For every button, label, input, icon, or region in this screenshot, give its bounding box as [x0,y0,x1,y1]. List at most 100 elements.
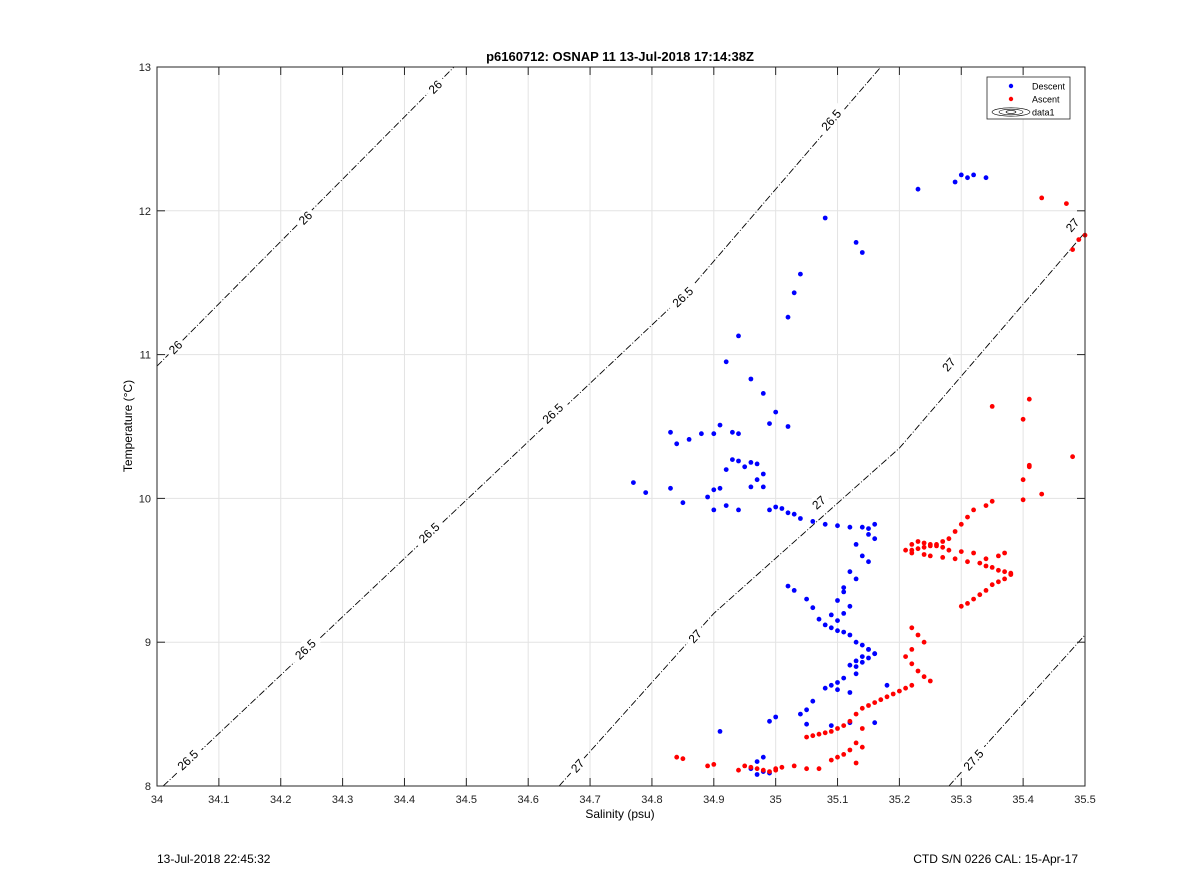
ascent-data-point [853,711,859,717]
ascent-data-point [1064,201,1069,207]
ascent-data-point [1076,237,1082,243]
descent-data-point [866,647,871,652]
grid-lines [156,66,1086,787]
descent-data-point [723,359,729,365]
descent-data-point [847,524,853,530]
descent-data-point [686,437,692,442]
contour-label-bg [806,490,830,514]
descent-data-point [785,314,791,320]
ascent-data-point [1020,497,1026,503]
descent-data-point [643,490,649,495]
contour-label-bg [814,102,847,137]
ascent-data-point [952,529,958,534]
ascent-data-point [822,730,828,736]
ascent-data-point [773,767,779,773]
y-axis-label: Temperature (°C) [121,380,135,472]
descent-data-point [835,618,840,623]
descent-data-point [866,526,871,531]
descent-data-point [853,542,859,547]
contour-label-group: 26.5 [170,742,204,776]
ascent-data-point [971,507,976,513]
descent-data-point [859,659,865,665]
descent-data-point [828,723,834,728]
ascent-data-point [705,763,710,769]
ascent-data-point [989,404,995,409]
descent-data-point [822,622,828,628]
footer-ctd-info: CTD S/N 0226 CAL: 15-Apr-17 [913,852,1078,866]
descent-data-point [798,516,803,521]
descent-data-point [785,424,791,429]
x-tick-label: 34.4 [394,794,415,806]
descent-data-point [791,588,797,593]
contour-label-group: 27 [1060,212,1083,237]
descent-data-point [810,698,816,704]
chart-title: p6160712: OSNAP 11 13-Jul-2018 17:14:38Z [486,49,754,64]
x-tick-label: 34.8 [641,794,662,806]
ascent-data-point [853,740,859,746]
ascent-data-point [1039,491,1045,497]
x-tick-label: 34.3 [332,794,353,806]
descent-data-point [859,524,865,530]
descent-data-point [835,687,840,693]
ascent-data-point [977,560,983,566]
ascent-data-point [1020,477,1026,483]
ascent-data-point [1026,396,1032,402]
y-tick-label: 10 [139,493,151,505]
descent-data-point [952,179,958,185]
legend-box [986,76,1071,120]
ascent-data-point [853,760,859,766]
descent-data-point [835,523,840,529]
ascent-data-point [835,726,840,731]
ascent-data-point [934,543,939,549]
descent-data-point [841,589,847,595]
x-tick-label: 34.1 [208,794,229,806]
descent-data-point [866,559,871,565]
contour-label-bg [162,334,187,359]
contour-label-bg [1060,212,1083,237]
ascent-data-point [736,767,741,773]
ascent-data-point [1020,416,1026,422]
ascent-data-point [946,536,952,542]
ascent-data-point [903,654,908,659]
ascent-data-point [921,674,927,680]
descent-data-point [804,596,809,602]
legend-descent-marker [1008,83,1014,89]
contour-label-bg [422,74,446,98]
ascent-data-point [828,729,834,734]
descent-data-point [699,431,704,437]
ascent-data-point [674,754,680,760]
density-contours: 26 26 26 26.5 26.5 26.5 26.5 26.5 26.5 27 27 27 27 27… [157,67,1085,786]
y-tick-label: 11 [140,350,151,362]
contour-label-bg [682,623,706,648]
ascent-data-point [989,498,995,504]
ascent-data-point [958,603,964,609]
descent-data-point [748,484,754,490]
descent-data-point [723,503,729,508]
axis-ticks: 34 34.1 34.2 34.3 34.4 34.5 34.6 34.7 34.8 34.9 35… [139,62,1096,806]
ascent-data-point [791,763,797,769]
contour-label-group: 26.5 [665,279,699,313]
descent-data-point [872,720,878,726]
descent-data-point [847,662,853,668]
descent-data-point [859,250,865,255]
descent-data-point [754,461,760,467]
ascent-data-point [909,661,915,667]
descent-data-point [841,585,847,590]
ascent-data-point [940,555,946,560]
descent-data-point [791,290,797,296]
x-tick-label: 35.2 [889,794,910,806]
ascent-data-point [1026,464,1032,470]
descent-data-point [773,504,779,510]
descent-data-point [853,664,859,669]
descent-data-point [760,471,766,477]
ascent-data-point [884,694,890,700]
descent-data-point [965,175,970,181]
ascent-data-point [909,625,915,631]
descent-data-point [736,431,741,437]
ascent-data-point [915,668,921,674]
descent-data-point [822,215,828,221]
descent-data-point [674,441,680,447]
ascent-data-point [903,547,908,553]
ascent-data-point [847,718,853,724]
